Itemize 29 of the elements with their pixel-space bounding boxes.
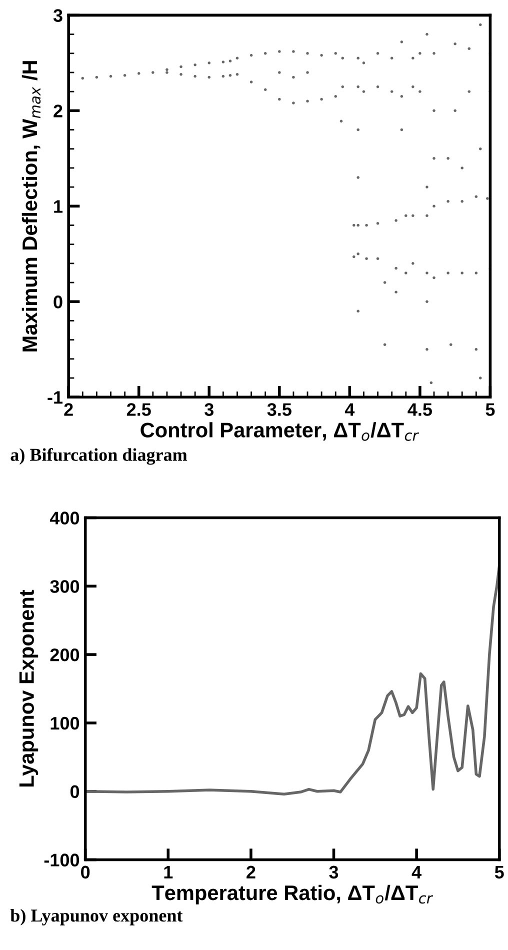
y-tick-label: 3: [53, 9, 62, 22]
y-tick-label: 400: [50, 512, 80, 524]
x-tick-label: 1: [164, 866, 173, 878]
x-tick-label: 5: [494, 866, 504, 879]
y-tick-label: 2: [54, 104, 62, 118]
x-tick-label: 2.5: [126, 403, 151, 416]
x-tick-label: 0: [81, 866, 90, 879]
x-tick-label: 3: [329, 866, 338, 879]
y-tick-label: 0: [70, 785, 80, 798]
x-axis-title: Temperature Ratio, ΔT$_{o}$/ΔT$_{cr}$: [152, 884, 434, 904]
x-tick-label: 4: [344, 403, 355, 416]
x-tick-label: 5: [486, 403, 495, 416]
y-tick-label: -1: [48, 391, 63, 404]
x-axis-title: Control Parameter, ΔT$_{o}$/ΔT$_{cr}$: [140, 422, 420, 441]
x-tick-label: 4.5: [408, 403, 432, 416]
x-tick-label: 3: [204, 403, 214, 416]
y-axis-title: Lyapunov Exponent: [19, 590, 38, 786]
x-tick-label: 3.5: [267, 403, 292, 416]
y-axis-title: Maximum Deflection, W$_{max}$ /H: [22, 61, 41, 352]
y-tick-label: 0: [54, 296, 62, 308]
text: a) Bifurcation diagram: [10, 448, 188, 465]
text: b) Lyapunov exponent: [10, 908, 183, 926]
y-tick-label: 200: [50, 648, 80, 662]
y-tick-label: -100: [44, 854, 80, 866]
x-tick-label: 4: [412, 866, 422, 878]
y-tick-label: 1: [54, 200, 63, 213]
x-tick-label: 2: [246, 866, 256, 878]
y-tick-label: 300: [50, 580, 80, 593]
y-tick-label: 100: [50, 716, 80, 730]
